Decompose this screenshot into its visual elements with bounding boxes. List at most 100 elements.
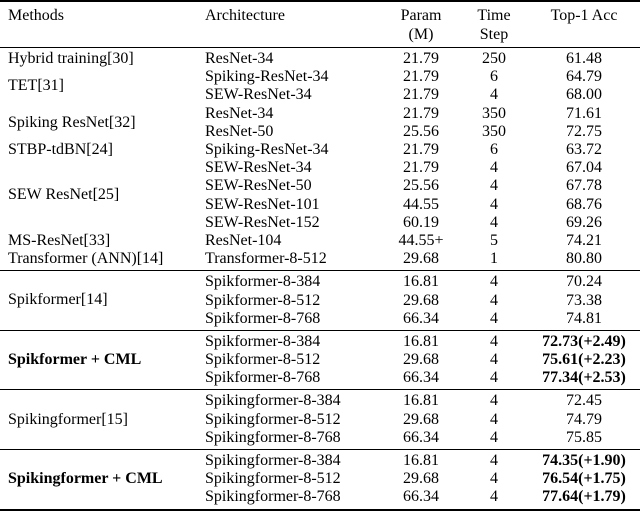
method-label: Spikingformer + CML (8, 470, 163, 488)
param-cell: 29.68 (403, 250, 439, 268)
header-top1-acc: Top-1 Acc (528, 7, 640, 26)
method-label: STBP-tdBN[24] (8, 140, 113, 158)
top1-acc-cell: 77.34(+2.53) (542, 369, 626, 387)
top1-acc-cell: 74.81 (566, 309, 602, 327)
top1-acc-cell: 73.38 (566, 291, 602, 309)
architecture-cell: Spiking-ResNet-34 (205, 68, 329, 86)
section-divider-rule (0, 270, 640, 272)
time-step-cell: 4 (490, 470, 498, 488)
method-label: Spikformer[14] (8, 291, 108, 309)
table-row: SEW-ResNet-34 21.79 4 68.00 (200, 86, 640, 104)
group-rows: Spiking-ResNet-34 21.79 6 63.72 (200, 141, 640, 159)
param-cell: 21.79 (403, 86, 439, 104)
time-step-cell: 350 (482, 104, 506, 122)
param-cell: 29.68 (403, 470, 439, 488)
time-step-cell: 350 (482, 122, 506, 140)
architecture-cell: Transformer-8-512 (205, 250, 327, 268)
architecture-cell: Spikingformer-8-768 (205, 428, 341, 446)
param-cell: 60.19 (403, 213, 439, 231)
table-row: Spikformer-8-512 29.68 4 73.38 (200, 292, 640, 310)
table-header-row: Methods Architecture Param (M) Time Step… (0, 2, 640, 47)
time-step-cell: 4 (490, 291, 498, 309)
param-cell: 29.68 (403, 351, 439, 369)
method-label: Transformer (ANN)[14] (8, 250, 164, 268)
method-label: Spikformer + CML (8, 351, 142, 369)
param-cell: 16.81 (403, 452, 439, 469)
header-param-line1: Param (400, 7, 442, 24)
time-step-cell: 5 (490, 231, 498, 249)
param-cell: 16.81 (403, 392, 439, 410)
time-step-cell: 4 (490, 369, 498, 387)
table-row: Transformer-8-512 29.68 1 80.80 (200, 250, 640, 268)
architecture-cell: Spikingformer-8-768 (205, 488, 341, 506)
architecture-cell: Spikingformer-8-384 (205, 392, 341, 410)
table-row: ResNet-50 25.56 350 72.75 (200, 123, 640, 141)
method-group: Spikformer + CML Spikformer-8-384 16.81 4 72… (0, 333, 640, 388)
param-cell: 21.79 (403, 104, 439, 122)
architecture-cell: SEW-ResNet-34 (205, 159, 312, 177)
table-body: Hybrid training[30] ResNet-34 21.79 250 61.4… (0, 48, 640, 509)
top1-acc-cell: 74.35(+1.90) (542, 452, 626, 469)
architecture-cell: ResNet-104 (205, 231, 282, 249)
architecture-cell: Spikformer-8-512 (205, 291, 321, 309)
header-architecture: Architecture (200, 7, 382, 26)
top1-acc-cell: 67.04 (566, 159, 602, 177)
architecture-cell: Spikformer-8-384 (205, 332, 321, 350)
top1-acc-cell: 64.79 (566, 68, 602, 86)
table-row: Spikformer-8-384 16.81 4 72.73(+2.49) (200, 333, 640, 351)
table-section: Spikformer[14] Spikformer-8-384 16.81 4 70.2… (0, 271, 640, 330)
group-rows: ResNet-34 21.79 350 71.61 ResNet-50 25.56 350 7… (200, 105, 640, 141)
top1-acc-cell: 74.79 (566, 410, 602, 428)
table-row: SEW-ResNet-34 21.79 4 67.04 (200, 159, 640, 177)
table-row: Spikformer-8-384 16.81 4 70.24 (200, 273, 640, 291)
time-step-cell: 4 (490, 332, 498, 350)
section-divider-rule (0, 389, 640, 391)
top1-acc-cell: 68.76 (566, 195, 602, 213)
architecture-cell: SEW-ResNet-50 (205, 177, 312, 195)
header-methods-label: Methods (8, 7, 64, 24)
method-label: Hybrid training[30] (8, 50, 134, 67)
time-step-cell: 1 (490, 250, 498, 268)
time-step-cell: 4 (490, 452, 498, 469)
table-row: Spikformer-8-512 29.68 4 75.61(+2.23) (200, 351, 640, 369)
param-cell: 29.68 (403, 410, 439, 428)
group-rows: Spikingformer-8-384 16.81 4 72.45 Spikingfor… (200, 392, 640, 447)
time-step-cell: 250 (482, 50, 506, 67)
table-section: Spikingformer + CML Spikingformer-8-384 16… (0, 450, 640, 509)
method-group: Spiking ResNet[32] ResNet-34 21.79 350 71.61… (0, 105, 640, 141)
top1-acc-cell: 72.75 (566, 122, 602, 140)
time-step-cell: 6 (490, 68, 498, 86)
param-cell: 29.68 (403, 291, 439, 309)
header-time-line2: Step (479, 25, 509, 43)
group-rows: Spiking-ResNet-34 21.79 6 64.79 SEW-ResNet-3… (200, 68, 640, 104)
architecture-cell: Spikingformer-8-384 (205, 452, 341, 469)
method-label: TET[31] (8, 77, 64, 95)
table-row: Spikformer-8-768 66.34 4 77.34(+2.53) (200, 369, 640, 387)
table-top-rule (0, 0, 640, 2)
time-step-cell: 6 (490, 140, 498, 158)
table-row: SEW-ResNet-50 25.56 4 67.78 (200, 177, 640, 195)
param-cell: 66.34 (403, 309, 439, 327)
table-row: Spikformer-8-768 66.34 4 74.81 (200, 310, 640, 328)
method-group: Spikformer[14] Spikformer-8-384 16.81 4 70.2… (0, 273, 640, 328)
method-group: Transformer (ANN)[14] Transformer-8-512 29… (0, 250, 640, 268)
method-group: SEW ResNet[25] SEW-ResNet-34 21.79 4 67.04 SE… (0, 159, 640, 232)
table-row: Spikingformer-8-384 16.81 4 72.45 (200, 392, 640, 410)
table-row: ResNet-104 44.55+ 5 74.21 (200, 232, 640, 250)
table-row: SEW-ResNet-101 44.55 4 68.76 (200, 196, 640, 214)
table-row: Spiking-ResNet-34 21.79 6 64.79 (200, 68, 640, 86)
architecture-cell: ResNet-50 (205, 122, 274, 140)
param-cell: 21.79 (403, 50, 439, 67)
architecture-cell: ResNet-34 (205, 50, 274, 67)
table-section: Hybrid training[30] ResNet-34 21.79 250 61.4… (0, 48, 640, 270)
architecture-cell: Spikformer-8-768 (205, 309, 321, 327)
top1-acc-cell: 70.24 (566, 273, 602, 291)
architecture-cell: SEW-ResNet-101 (205, 195, 320, 213)
top1-acc-cell: 75.85 (566, 428, 602, 446)
time-step-cell: 4 (490, 159, 498, 177)
method-group: Hybrid training[30] ResNet-34 21.79 250 61.4… (0, 50, 640, 68)
header-methods: Methods (0, 7, 200, 26)
header-bottom-rule (0, 47, 640, 48)
architecture-cell: Spikformer-8-512 (205, 351, 321, 369)
